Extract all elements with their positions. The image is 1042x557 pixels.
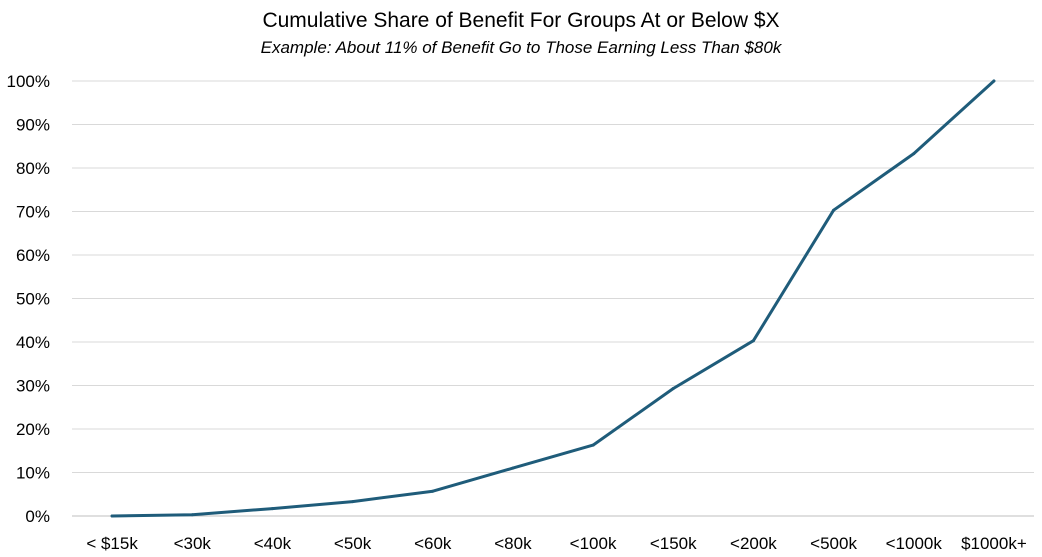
chart-title: Cumulative Share of Benefit For Groups A… bbox=[262, 9, 780, 32]
series bbox=[110, 79, 996, 518]
y-tick-label: 80% bbox=[16, 159, 50, 178]
data-point bbox=[110, 514, 114, 518]
y-tick-label: 30% bbox=[16, 377, 50, 396]
data-point bbox=[671, 387, 675, 391]
x-tick-label: <200k bbox=[730, 534, 777, 553]
data-point bbox=[832, 208, 836, 212]
data-point bbox=[591, 443, 595, 447]
x-tick-label: <50k bbox=[334, 534, 372, 553]
x-axis-labels: < $15k <30k <40k <50k <60k <80k <100k <150k <200… bbox=[86, 534, 1027, 553]
y-tick-label: 0% bbox=[25, 507, 50, 526]
chart-subtitle: Example: About 11% of Benefit Go to Thos… bbox=[260, 38, 782, 57]
data-point bbox=[992, 79, 996, 83]
data-point bbox=[270, 507, 274, 511]
y-tick-label: 40% bbox=[16, 333, 50, 352]
data-point bbox=[511, 466, 515, 470]
x-tick-label: <30k bbox=[174, 534, 212, 553]
x-tick-label: $1000k+ bbox=[961, 534, 1027, 553]
data-point bbox=[190, 513, 194, 517]
y-tick-label: 10% bbox=[16, 464, 50, 483]
y-tick-label: 100% bbox=[7, 72, 50, 91]
x-tick-label: <1000k bbox=[886, 534, 943, 553]
gridlines bbox=[72, 80, 1034, 473]
y-tick-label: 50% bbox=[16, 290, 50, 309]
series-line bbox=[110, 79, 996, 518]
y-tick-label: 70% bbox=[16, 203, 50, 222]
x-tick-label: < $15k bbox=[86, 534, 138, 553]
x-tick-label: <40k bbox=[254, 534, 292, 553]
x-tick-label: <100k bbox=[570, 534, 617, 553]
x-tick-label: <150k bbox=[650, 534, 697, 553]
x-tick-label: <500k bbox=[810, 534, 857, 553]
data-point bbox=[351, 500, 355, 504]
y-tick-label: 20% bbox=[16, 420, 50, 439]
y-tick-label: 60% bbox=[16, 246, 50, 265]
data-point bbox=[912, 152, 916, 156]
x-tick-label: <60k bbox=[414, 534, 452, 553]
y-axis: 0% 10% 20% 30% 40% 50% 60% 70% 80% 90% 100% bbox=[7, 72, 50, 526]
y-tick-label: 90% bbox=[16, 116, 50, 135]
data-point bbox=[751, 339, 755, 343]
x-tick-label: <80k bbox=[494, 534, 532, 553]
data-point bbox=[431, 489, 435, 493]
